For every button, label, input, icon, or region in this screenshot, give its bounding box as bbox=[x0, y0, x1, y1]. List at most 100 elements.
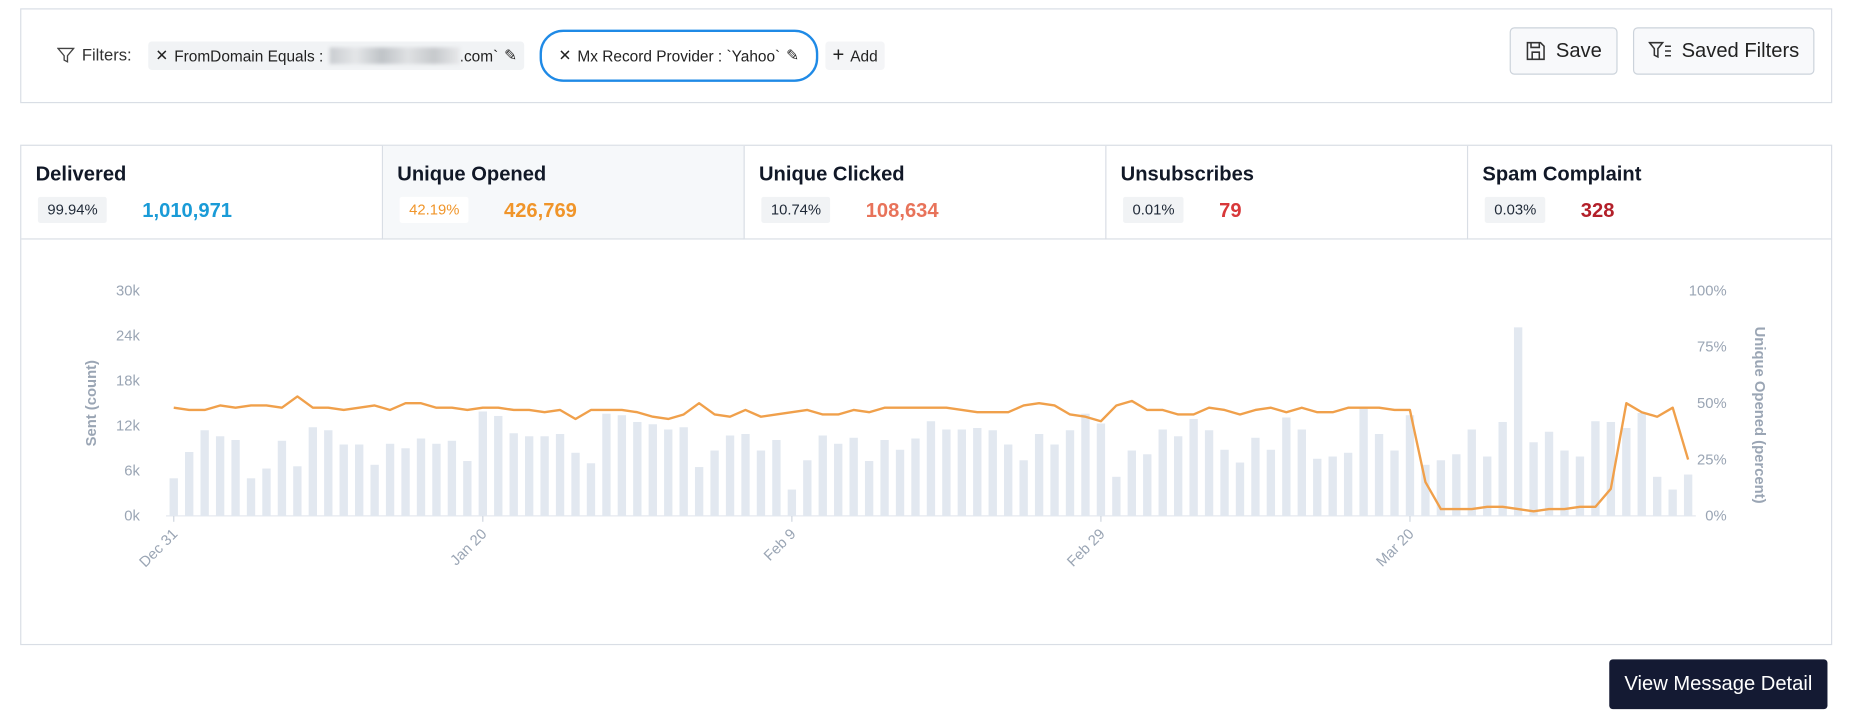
bar bbox=[1112, 476, 1121, 516]
bar bbox=[1328, 456, 1337, 516]
bar bbox=[1204, 430, 1214, 516]
filter-chip[interactable]: ✕ Mx Record Provider : `Yahoo` ✎ bbox=[539, 29, 819, 82]
edit-icon[interactable]: ✎ bbox=[504, 46, 518, 65]
bar bbox=[1158, 429, 1167, 516]
bar bbox=[648, 424, 657, 516]
bar bbox=[1019, 460, 1028, 516]
bar bbox=[1096, 423, 1106, 516]
bar bbox=[1034, 433, 1044, 516]
y2-tick-label: 75% bbox=[1697, 340, 1727, 356]
bar bbox=[741, 433, 750, 516]
y2-tick-label: 25% bbox=[1697, 452, 1727, 468]
bar bbox=[200, 430, 209, 516]
plus-icon: + bbox=[832, 43, 845, 67]
bar bbox=[1436, 460, 1446, 516]
filters-text: Filters: bbox=[81, 45, 132, 65]
bar bbox=[555, 433, 565, 516]
bar bbox=[1251, 437, 1260, 516]
saved-filters-button[interactable]: Saved Filters bbox=[1632, 27, 1815, 75]
add-filter[interactable]: + Add bbox=[825, 41, 885, 70]
bar bbox=[1282, 417, 1291, 516]
bar bbox=[215, 436, 225, 516]
stat-percent: 99.94% bbox=[37, 196, 108, 223]
bar bbox=[416, 438, 426, 516]
y2-tick-label: 100% bbox=[1689, 283, 1727, 299]
view-detail-button[interactable]: View Message Detail bbox=[1609, 659, 1828, 710]
bar bbox=[679, 427, 688, 516]
bar bbox=[710, 450, 719, 516]
bar bbox=[432, 443, 441, 516]
bar bbox=[478, 411, 487, 516]
bar bbox=[1143, 454, 1152, 516]
stat-card[interactable]: Delivered 99.94% 1,010,971 bbox=[21, 145, 384, 240]
y-tick-label: 6k bbox=[124, 464, 140, 480]
bar bbox=[494, 415, 503, 516]
stat-percent: 0.03% bbox=[1484, 196, 1546, 223]
bar bbox=[926, 421, 936, 516]
bar bbox=[308, 427, 317, 516]
bar bbox=[1606, 421, 1616, 516]
bar bbox=[1653, 476, 1662, 516]
x-tick-label: Jan 20 bbox=[448, 526, 491, 569]
bar bbox=[694, 467, 704, 516]
bar bbox=[1498, 421, 1507, 516]
bar bbox=[942, 429, 951, 516]
bar bbox=[787, 489, 797, 516]
bar bbox=[1421, 464, 1430, 516]
bar bbox=[1313, 458, 1322, 516]
bar bbox=[988, 430, 997, 516]
stat-percent: 42.19% bbox=[399, 196, 469, 223]
filter-label: Filters: bbox=[56, 45, 132, 65]
y-tick-label: 30k bbox=[116, 283, 140, 299]
stat-card[interactable]: Unsubscribes 0.01% 79 bbox=[1106, 145, 1469, 240]
bar bbox=[756, 450, 766, 516]
stat-percent: 10.74% bbox=[761, 196, 831, 223]
saved-filters-icon bbox=[1648, 41, 1671, 59]
stat-title: Unsubscribes bbox=[1120, 162, 1255, 186]
remove-icon[interactable]: ✕ bbox=[155, 46, 169, 65]
stat-count: 79 bbox=[1219, 199, 1242, 222]
save-icon bbox=[1526, 41, 1545, 61]
bar bbox=[895, 449, 905, 516]
bar bbox=[849, 437, 858, 516]
bar bbox=[1483, 456, 1492, 516]
bar bbox=[447, 440, 457, 516]
save-button[interactable]: Save bbox=[1509, 27, 1618, 75]
bar bbox=[1266, 449, 1276, 516]
bar bbox=[772, 440, 781, 516]
stat-percent: 0.01% bbox=[1123, 196, 1185, 223]
x-tick-label: Feb 9 bbox=[761, 526, 799, 564]
bar bbox=[185, 452, 194, 516]
bar bbox=[1452, 454, 1461, 516]
stat-title: Spam Complaint bbox=[1482, 162, 1642, 186]
filter-chip[interactable]: ✕ FromDomain Equals : .com` ✎ bbox=[148, 41, 525, 70]
bar bbox=[1220, 449, 1229, 516]
add-text: Add bbox=[850, 46, 878, 65]
filter-bar: Filters: ✕ FromDomain Equals : .com` ✎ ✕… bbox=[20, 8, 1833, 104]
bar bbox=[1637, 412, 1646, 516]
bar bbox=[1575, 456, 1585, 516]
chip-text: Mx Record Provider : `Yahoo` bbox=[577, 46, 781, 65]
stat-card[interactable]: Unique Clicked 10.74% 108,634 bbox=[744, 145, 1107, 240]
bar bbox=[864, 461, 874, 516]
bar bbox=[246, 478, 256, 516]
bar bbox=[602, 413, 611, 516]
stat-title: Unique Opened bbox=[397, 162, 547, 186]
bar bbox=[725, 435, 735, 516]
bar bbox=[370, 464, 379, 516]
bar bbox=[1683, 474, 1693, 516]
x-tick-label: Dec 31 bbox=[137, 526, 182, 571]
bar bbox=[1390, 450, 1399, 516]
bar bbox=[803, 460, 812, 516]
bar bbox=[664, 429, 673, 516]
stat-count: 1,010,971 bbox=[142, 199, 233, 222]
edit-icon[interactable]: ✎ bbox=[786, 46, 800, 65]
bar bbox=[586, 463, 596, 516]
stat-card[interactable]: Spam Complaint 0.03% 328 bbox=[1468, 146, 1832, 240]
bar bbox=[1004, 444, 1013, 516]
bar bbox=[617, 415, 627, 516]
stat-card[interactable]: Unique Opened 42.19% 426,769 bbox=[383, 145, 745, 240]
bar bbox=[262, 468, 271, 516]
remove-icon[interactable]: ✕ bbox=[558, 46, 572, 65]
